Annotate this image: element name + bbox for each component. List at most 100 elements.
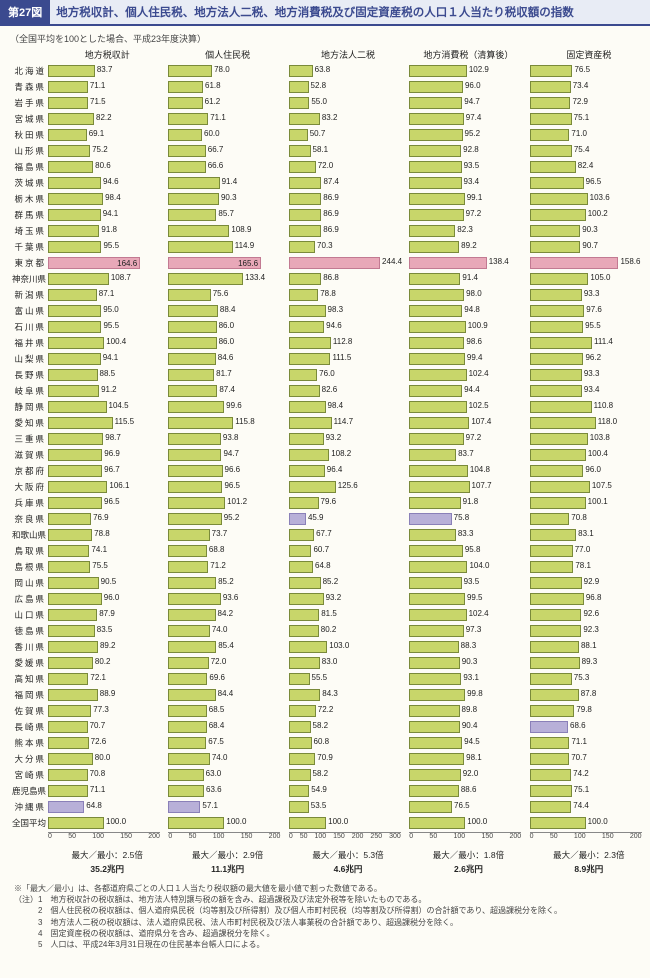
bar (289, 161, 316, 173)
bar-row: 93.2 (289, 431, 407, 447)
bar-row: 78.8 (289, 287, 407, 303)
bar (48, 817, 104, 829)
footnote-line: 3 地方法人二税の税収額は、法人道府県民税、法人市町村民税及び法人事業税の合計額… (14, 917, 636, 928)
bar-row: 67.7 (289, 527, 407, 543)
axis-tick: 100 (92, 833, 104, 847)
bar (289, 177, 322, 189)
bar-value: 100.0 (226, 817, 246, 826)
bar-value: 90.3 (462, 657, 478, 666)
bar-value: 58.1 (313, 145, 329, 154)
bar-row: 107.4 (409, 415, 527, 431)
bar (168, 321, 216, 333)
axis-tick: 150 (120, 833, 132, 847)
bar (48, 193, 103, 205)
bar-row: 71.1 (530, 735, 648, 751)
bar-row: 94.4 (409, 383, 527, 399)
bar (168, 465, 222, 477)
bar (409, 705, 459, 717)
bar (168, 369, 214, 381)
bar-row: 74.4 (530, 799, 648, 815)
bar-row: 75.1 (530, 783, 648, 799)
footnote-line: 5 人口は、平成24年3月31日現在の住民基本台帳人口による。 (14, 939, 636, 950)
bar-row: 97.2 (409, 431, 527, 447)
bar (289, 65, 313, 77)
bar-row: 108.7 (48, 271, 166, 287)
bar (289, 321, 324, 333)
bar-row: 77.0 (530, 543, 648, 559)
bar-row: 63.6 (168, 783, 286, 799)
bar (530, 545, 573, 557)
bar-value: 96.0 (465, 81, 481, 90)
bar-row: 98.4 (48, 191, 166, 207)
bar-row: 87.9 (48, 607, 166, 623)
bar (289, 129, 308, 141)
bar-value: 88.3 (461, 641, 477, 650)
bar (168, 81, 203, 93)
bar-value: 55.5 (312, 673, 328, 682)
bar-row: 165.6 (168, 255, 286, 271)
bar-value: 93.2 (326, 593, 342, 602)
bar-value: 96.5 (104, 497, 120, 506)
ratio-label: 最大／最小：5.3倍 (289, 847, 407, 861)
bar-value: 93.3 (584, 369, 600, 378)
bar (530, 273, 589, 285)
bar (409, 641, 458, 653)
bar-row: 86.9 (289, 191, 407, 207)
bar-value: 69.1 (89, 129, 105, 138)
bar-row: 102.4 (409, 607, 527, 623)
bar-value: 138.4 (489, 257, 509, 266)
bar (409, 545, 463, 557)
bar (409, 609, 466, 621)
bar (530, 433, 588, 445)
bar (530, 449, 586, 461)
bar-row: 75.6 (168, 287, 286, 303)
prefecture-label: 広島県 (2, 591, 48, 607)
bar-row: 83.5 (48, 623, 166, 639)
bar-value: 67.5 (208, 737, 224, 746)
bar-value: 58.2 (313, 769, 329, 778)
bar-value: 68.8 (209, 545, 225, 554)
bar-value: 67.7 (316, 529, 332, 538)
bar (289, 465, 325, 477)
bar-value: 79.8 (576, 705, 592, 714)
bar-value: 95.0 (103, 305, 119, 314)
bar-row: 114.7 (289, 415, 407, 431)
bar-value: 88.9 (100, 689, 116, 698)
bar-row: 89.2 (48, 639, 166, 655)
prefecture-label: 東京都 (2, 255, 48, 271)
bar-row: 91.4 (168, 175, 286, 191)
bar-row: 68.5 (168, 703, 286, 719)
bar (289, 577, 321, 589)
bar-value: 94.8 (464, 305, 480, 314)
bar-value: 63.6 (206, 785, 222, 794)
bar-row: 96.7 (48, 463, 166, 479)
prefecture-label: 徳島県 (2, 623, 48, 639)
bar (530, 673, 572, 685)
bar (289, 561, 313, 573)
bar-value: 87.1 (99, 289, 115, 298)
bar-value: 86.9 (323, 225, 339, 234)
bar (530, 561, 574, 573)
bar-value: 112.8 (333, 337, 352, 346)
prefecture-label: 栃木県 (2, 191, 48, 207)
bar (168, 609, 215, 621)
bar-row: 52.8 (289, 79, 407, 95)
bar-value: 102.5 (469, 401, 489, 410)
axis-tick: 200 (269, 833, 281, 847)
bar-row: 100.9 (409, 319, 527, 335)
bar-value: 99.1 (467, 193, 483, 202)
bar-value: 94.1 (103, 353, 119, 362)
bar-value: 74.0 (212, 625, 228, 634)
bar-row: 64.8 (289, 559, 407, 575)
bars-container: 76.573.472.975.171.075.482.496.5103.6100… (530, 63, 648, 831)
total-label: 2.6兆円 (409, 861, 527, 875)
bar (289, 705, 316, 717)
bar-value: 79.6 (321, 497, 337, 506)
bar (409, 673, 461, 685)
bar-value: 75.3 (574, 673, 590, 682)
bar-value: 60.7 (313, 545, 329, 554)
bar (168, 177, 219, 189)
bar-row: 67.5 (168, 735, 286, 751)
bar-value: 118.0 (598, 417, 617, 426)
bar-value: 90.4 (462, 721, 478, 730)
